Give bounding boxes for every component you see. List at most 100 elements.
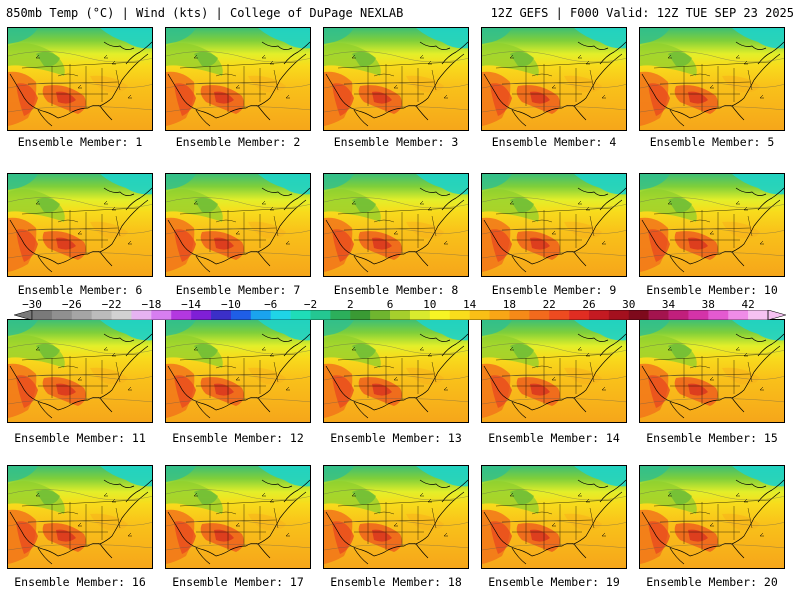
- colorbar-segment: [549, 310, 570, 320]
- colorbar-segment: [608, 310, 630, 320]
- colorbar-segment: [648, 310, 669, 320]
- colorbar-tick-label: −2: [303, 298, 318, 311]
- colorbar-tick-label: −6: [264, 298, 278, 311]
- colorbar-scale: [14, 310, 786, 320]
- ensemble-member-map-panel: [323, 319, 469, 423]
- ensemble-member-label: Ensemble Member: 17: [172, 575, 304, 589]
- colorbar-segment: [151, 310, 172, 320]
- ensemble-member-label: Ensemble Member: 14: [488, 431, 620, 445]
- ensemble-member-label: Ensemble Member: 10: [646, 283, 778, 297]
- header-title-left: 850mb Temp (°C) | Wind (kts) | College o…: [6, 6, 404, 20]
- ensemble-member-map-panel: [639, 173, 785, 277]
- ensemble-member-label: Ensemble Member: 1: [17, 135, 143, 149]
- colorbar-segment: [489, 310, 510, 320]
- ensemble-member-label: Ensemble Member: 16: [14, 575, 146, 589]
- temperature-map: [640, 28, 784, 130]
- colorbar-tick-label: −10: [220, 298, 241, 311]
- colorbar-tick-label: 18: [502, 298, 517, 311]
- ensemble-member-map-panel: [7, 173, 153, 277]
- temperature-map: [166, 28, 310, 130]
- ensemble-member-map-panel: [323, 27, 469, 131]
- colorbar-tick-label: 6: [386, 298, 394, 311]
- colorbar-segment: [728, 310, 749, 320]
- ensemble-member-map-panel: [7, 27, 153, 131]
- ensemble-member-map-panel: [165, 27, 311, 131]
- colorbar-segment: [211, 310, 232, 320]
- colorbar-tick-labels: −30 −26 −22 −18 −14 −10 −6 −2 2 6 10 14 18 22 26 30 34 38…: [14, 298, 786, 311]
- colorbar-tick-label: −18: [141, 298, 162, 311]
- colorbar-tick-label: 34: [661, 298, 676, 311]
- colorbar-tick-label: 42: [741, 298, 755, 311]
- ensemble-member-label: Ensemble Member: 8: [333, 283, 459, 297]
- temperature-map: [482, 174, 626, 276]
- ensemble-member-label: Ensemble Member: 5: [649, 135, 775, 149]
- colorbar-min-arrow: [14, 310, 33, 320]
- ensemble-member-map-panel: [7, 465, 153, 569]
- temperature-map: [8, 28, 152, 130]
- temperature-map: [482, 28, 626, 130]
- colorbar-segment: [131, 310, 152, 320]
- ensemble-member-map-panel: [481, 319, 627, 423]
- ensemble-member-map-panel: [323, 173, 469, 277]
- colorbar-tick-label: 10: [423, 298, 437, 311]
- colorbar-segment: [111, 310, 132, 320]
- temperature-map: [640, 174, 784, 276]
- colorbar-tick-label: 14: [462, 298, 477, 311]
- colorbar-segment: [310, 310, 331, 320]
- temperature-map: [482, 320, 626, 422]
- colorbar-tick-label: 38: [701, 298, 715, 311]
- temperature-map: [482, 466, 626, 568]
- ensemble-member-label: Ensemble Member: 9: [491, 283, 617, 297]
- ensemble-member-map-panel: [639, 465, 785, 569]
- ensemble-member-map-panel: [165, 319, 311, 423]
- colorbar-tick-label: 22: [542, 298, 556, 311]
- temperature-colorbar: −30 −26 −22 −18 −14 −10 −6 −2 2 6 10 14 18 22 26 30 34 38…: [14, 298, 786, 322]
- ensemble-member-label: Ensemble Member: 19: [488, 575, 620, 589]
- temperature-map: [8, 466, 152, 568]
- colorbar-segment: [330, 310, 351, 320]
- colorbar-segment: [191, 310, 212, 320]
- ensemble-member-label: Ensemble Member: 4: [491, 135, 617, 149]
- colorbar-segment: [509, 310, 530, 320]
- ensemble-member-map-panel: [481, 27, 627, 131]
- colorbar-segment: [708, 310, 729, 320]
- colorbar-outline: [31, 310, 769, 320]
- ensemble-member-map-panel: [323, 465, 469, 569]
- colorbar-segment: [688, 310, 709, 320]
- colorbar-segment: [569, 310, 590, 320]
- ensemble-member-label: Ensemble Member: 20: [646, 575, 778, 589]
- colorbar-max-arrow: [767, 310, 786, 320]
- colorbar-segment: [529, 310, 550, 320]
- colorbar-segment: [748, 310, 769, 320]
- colorbar-segment: [628, 310, 649, 320]
- colorbar-segment: [32, 310, 53, 320]
- temperature-map: [166, 466, 310, 568]
- temperature-map: [324, 174, 468, 276]
- temperature-map: [324, 28, 468, 130]
- temperature-map: [640, 466, 784, 568]
- ensemble-member-label: Ensemble Member: 18: [330, 575, 462, 589]
- ensemble-member-label: Ensemble Member: 6: [17, 283, 143, 297]
- colorbar-segment: [71, 310, 92, 320]
- colorbar-segment: [449, 310, 470, 320]
- colorbar-segment: [51, 310, 73, 320]
- ensemble-member-label: Ensemble Member: 11: [14, 431, 146, 445]
- ensemble-member-label: Ensemble Member: 15: [646, 431, 778, 445]
- ensemble-member-map-panel: [7, 319, 153, 423]
- colorbar-tick-label: −30: [22, 298, 42, 311]
- colorbar-segment: [429, 310, 451, 320]
- header-title-right: 12Z GEFS | F000 Valid: 12Z TUE SEP 23 20…: [490, 6, 794, 20]
- colorbar-segment: [370, 310, 391, 320]
- ensemble-member-label: Ensemble Member: 2: [175, 135, 301, 149]
- temperature-map: [166, 320, 310, 422]
- colorbar-tick-label: −26: [61, 298, 82, 311]
- temperature-map: [166, 174, 310, 276]
- colorbar-segment: [171, 310, 192, 320]
- ensemble-member-map-panel: [165, 465, 311, 569]
- ensemble-member-map-panel: [165, 173, 311, 277]
- temperature-map: [8, 320, 152, 422]
- colorbar-tick-label: 2: [346, 298, 354, 311]
- colorbar-segment: [350, 310, 371, 320]
- colorbar-segment: [668, 310, 689, 320]
- colorbar-segment: [409, 310, 431, 320]
